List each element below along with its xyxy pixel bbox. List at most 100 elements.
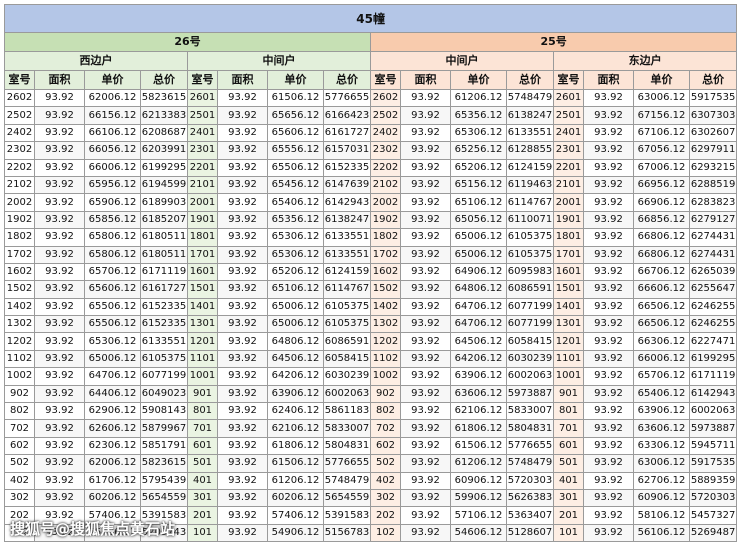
data-cell: 65056.12 [450, 210, 507, 230]
data-cell: 61506.12 [450, 436, 507, 456]
data-cell: 5391583 [323, 506, 371, 525]
column-header: 面积 [583, 70, 634, 90]
data-cell: 55406.12 [84, 523, 141, 543]
data-row: 2102 93.92 65956.12 6194599 2101 93.92 65456.1… [4, 175, 738, 195]
room-cell: 1402 [4, 297, 35, 317]
data-cell: 66956.12 [633, 175, 690, 195]
title-row: 45幢 [3, 4, 738, 33]
data-cell: 6274431 [688, 245, 738, 264]
data-cell: 5795439 [140, 471, 188, 490]
data-cell: 66006.12 [84, 158, 141, 177]
room-cell: 2001 [187, 193, 218, 212]
data-cell: 93.92 [217, 315, 268, 334]
data-cell: 93.92 [400, 106, 451, 125]
room-cell: 2301 [187, 141, 218, 160]
data-cell: 93.92 [583, 436, 634, 456]
data-cell: 93.92 [583, 419, 634, 438]
data-cell: 93.92 [583, 123, 634, 143]
data-cell: 93.92 [400, 402, 451, 421]
room-cell: 2302 [4, 141, 35, 160]
data-cell: 64806.12 [450, 280, 507, 299]
data-cell: 6086591 [323, 332, 371, 351]
data-cell: 93.92 [583, 297, 634, 317]
data-cell: 61806.12 [450, 419, 507, 438]
data-cell: 93.92 [217, 280, 268, 299]
room-cell: 802 [4, 402, 35, 421]
room-cell: 301 [553, 488, 584, 508]
data-cell: 93.92 [400, 454, 451, 473]
data-row: 2002 93.92 65906.12 6189903 2001 93.92 65406.1… [4, 193, 738, 212]
room-cell: 2202 [370, 158, 401, 177]
data-cell: 93.92 [583, 488, 634, 508]
data-cell: 6180511 [140, 228, 188, 247]
data-cell: 5804831 [506, 419, 554, 438]
data-cell: 93.92 [217, 210, 268, 230]
data-cell: 93.92 [217, 384, 268, 404]
data-cell: 65606.12 [84, 280, 141, 299]
data-cell: 93.92 [583, 506, 634, 525]
data-cell: 93.92 [34, 419, 85, 438]
data-cell: 6058415 [323, 349, 371, 369]
room-cell: 1702 [370, 245, 401, 264]
data-row: 2302 93.92 66056.12 6203991 2301 93.92 65556.1… [4, 141, 738, 160]
data-cell: 93.92 [400, 367, 451, 386]
data-cell: 6161727 [323, 123, 371, 143]
room-cell: 502 [370, 454, 401, 473]
data-cell: 93.92 [400, 332, 451, 351]
room-cell: 1701 [553, 245, 584, 264]
data-cell: 93.92 [34, 245, 85, 264]
room-cell: 1002 [370, 367, 401, 386]
data-cell: 93.92 [400, 315, 451, 334]
room-cell: 1502 [370, 280, 401, 299]
data-cell: 93.92 [34, 436, 85, 456]
data-cell: 62406.12 [267, 402, 324, 421]
data-row: 1402 93.92 65506.12 6152335 1401 93.92 65006.1… [4, 297, 738, 317]
data-cell: 6105375 [140, 349, 188, 369]
column-header: 单价 [633, 70, 690, 90]
data-cell: 66806.12 [633, 228, 690, 247]
data-cell: 93.92 [34, 106, 85, 125]
room-cell: 1201 [187, 332, 218, 351]
data-cell: 6105375 [506, 245, 554, 264]
data-cell: 63606.12 [450, 384, 507, 404]
room-cell: 2201 [553, 158, 584, 177]
data-cell: 6002063 [506, 367, 554, 386]
data-cell: 5363407 [506, 506, 554, 525]
room-cell: 1502 [4, 280, 35, 299]
data-cell: 65356.12 [267, 210, 324, 230]
data-cell: 6152335 [323, 158, 371, 177]
data-cell: 93.92 [400, 384, 451, 404]
data-cell: 61506.12 [267, 88, 324, 108]
data-cell: 6213383 [140, 106, 188, 125]
data-cell: 62106.12 [267, 419, 324, 438]
data-cell: 5720303 [506, 471, 554, 490]
data-cell: 64206.12 [450, 349, 507, 369]
data-cell: 6152335 [140, 297, 188, 317]
data-cell: 6171119 [688, 367, 738, 386]
data-cell: 93.92 [400, 436, 451, 456]
data-cell: 93.92 [217, 436, 268, 456]
room-cell: 2502 [370, 106, 401, 125]
data-cell: 93.92 [34, 193, 85, 212]
data-cell: 93.92 [34, 123, 85, 143]
data-cell: 64806.12 [267, 332, 324, 351]
data-cell: 93.92 [400, 158, 451, 177]
data-cell: 57106.12 [450, 506, 507, 525]
room-cell: 2002 [4, 193, 35, 212]
data-cell: 6293215 [688, 158, 738, 177]
data-cell: 5776655 [506, 436, 554, 456]
room-cell: 701 [187, 419, 218, 438]
data-cell: 6279127 [688, 210, 738, 230]
room-cell: 1001 [553, 367, 584, 386]
data-cell: 6288519 [688, 175, 738, 195]
column-header: 总价 [688, 70, 738, 90]
data-cell: 6133551 [323, 245, 371, 264]
room-cell: 1901 [187, 210, 218, 230]
room-cell: 1802 [370, 228, 401, 247]
data-cell: 5128607 [506, 523, 554, 543]
data-cell: 93.92 [400, 506, 451, 525]
data-cell: 6105375 [323, 315, 371, 334]
data-cell: 6105375 [323, 297, 371, 317]
room-cell: 2402 [370, 123, 401, 143]
room-cell: 2502 [4, 106, 35, 125]
